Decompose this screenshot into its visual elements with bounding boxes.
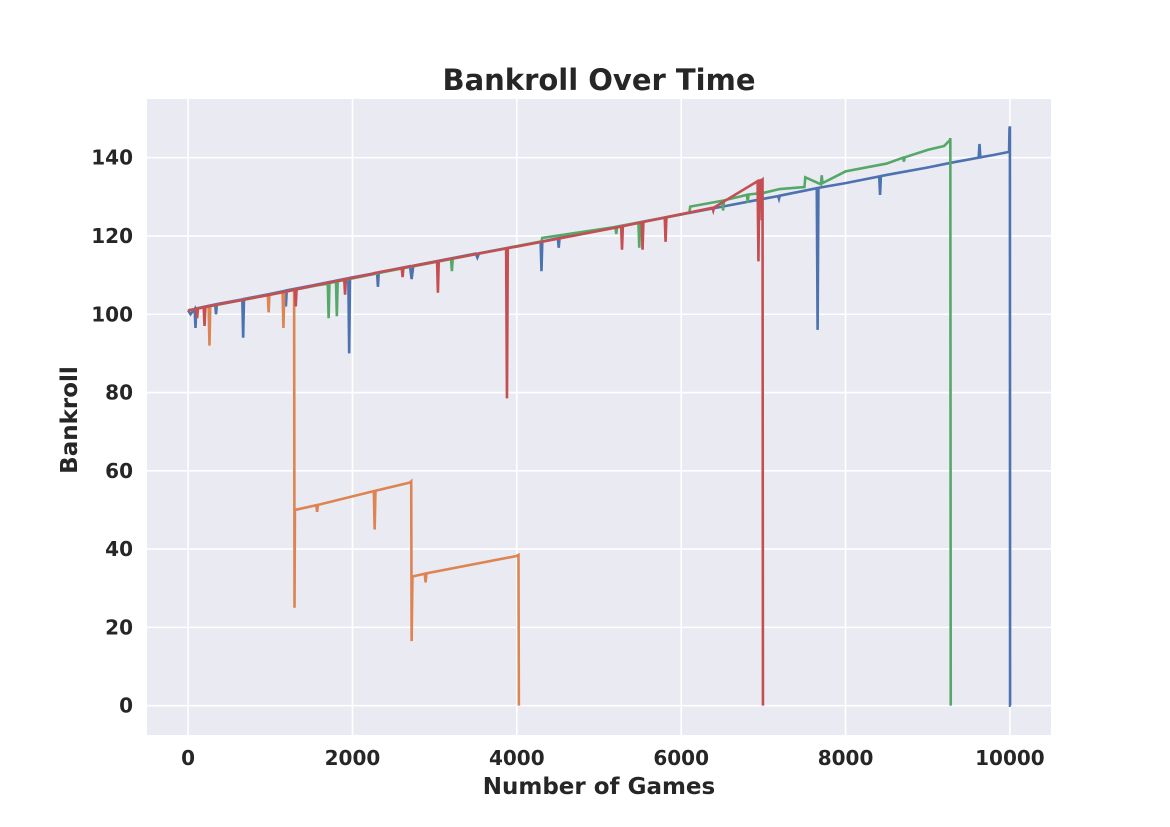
x-tick-label: 2000 (325, 746, 381, 770)
tick-labels: 0 2000 4000 6000 8000 10000 0 20 40 60 80 100 120 140 (91, 146, 1044, 770)
y-tick-label: 80 (105, 381, 133, 405)
y-tick-label: 40 (105, 537, 133, 561)
plot-background (147, 99, 1051, 735)
y-tick-label: 140 (91, 146, 133, 170)
series-line-2 (187, 288, 521, 706)
y-tick-label: 100 (91, 302, 133, 326)
x-axis-label: Number of Games (483, 774, 715, 800)
x-tick-label: 10000 (975, 746, 1045, 770)
y-tick-label: 0 (119, 694, 133, 718)
x-tick-label: 4000 (489, 746, 545, 770)
series-line-4 (187, 176, 765, 706)
x-tick-label: 8000 (818, 746, 874, 770)
series-line-3 (187, 137, 953, 706)
series-lines (186, 126, 1012, 707)
y-tick-label: 120 (91, 224, 133, 248)
x-tick-label: 0 (181, 746, 195, 770)
series-line-1 (186, 126, 1012, 707)
chart-title: Bankroll Over Time (442, 63, 755, 97)
y-tick-label: 20 (105, 615, 133, 639)
y-axis-label: Bankroll (57, 366, 83, 474)
x-tick-label: 6000 (653, 746, 709, 770)
y-tick-label: 60 (105, 459, 133, 483)
